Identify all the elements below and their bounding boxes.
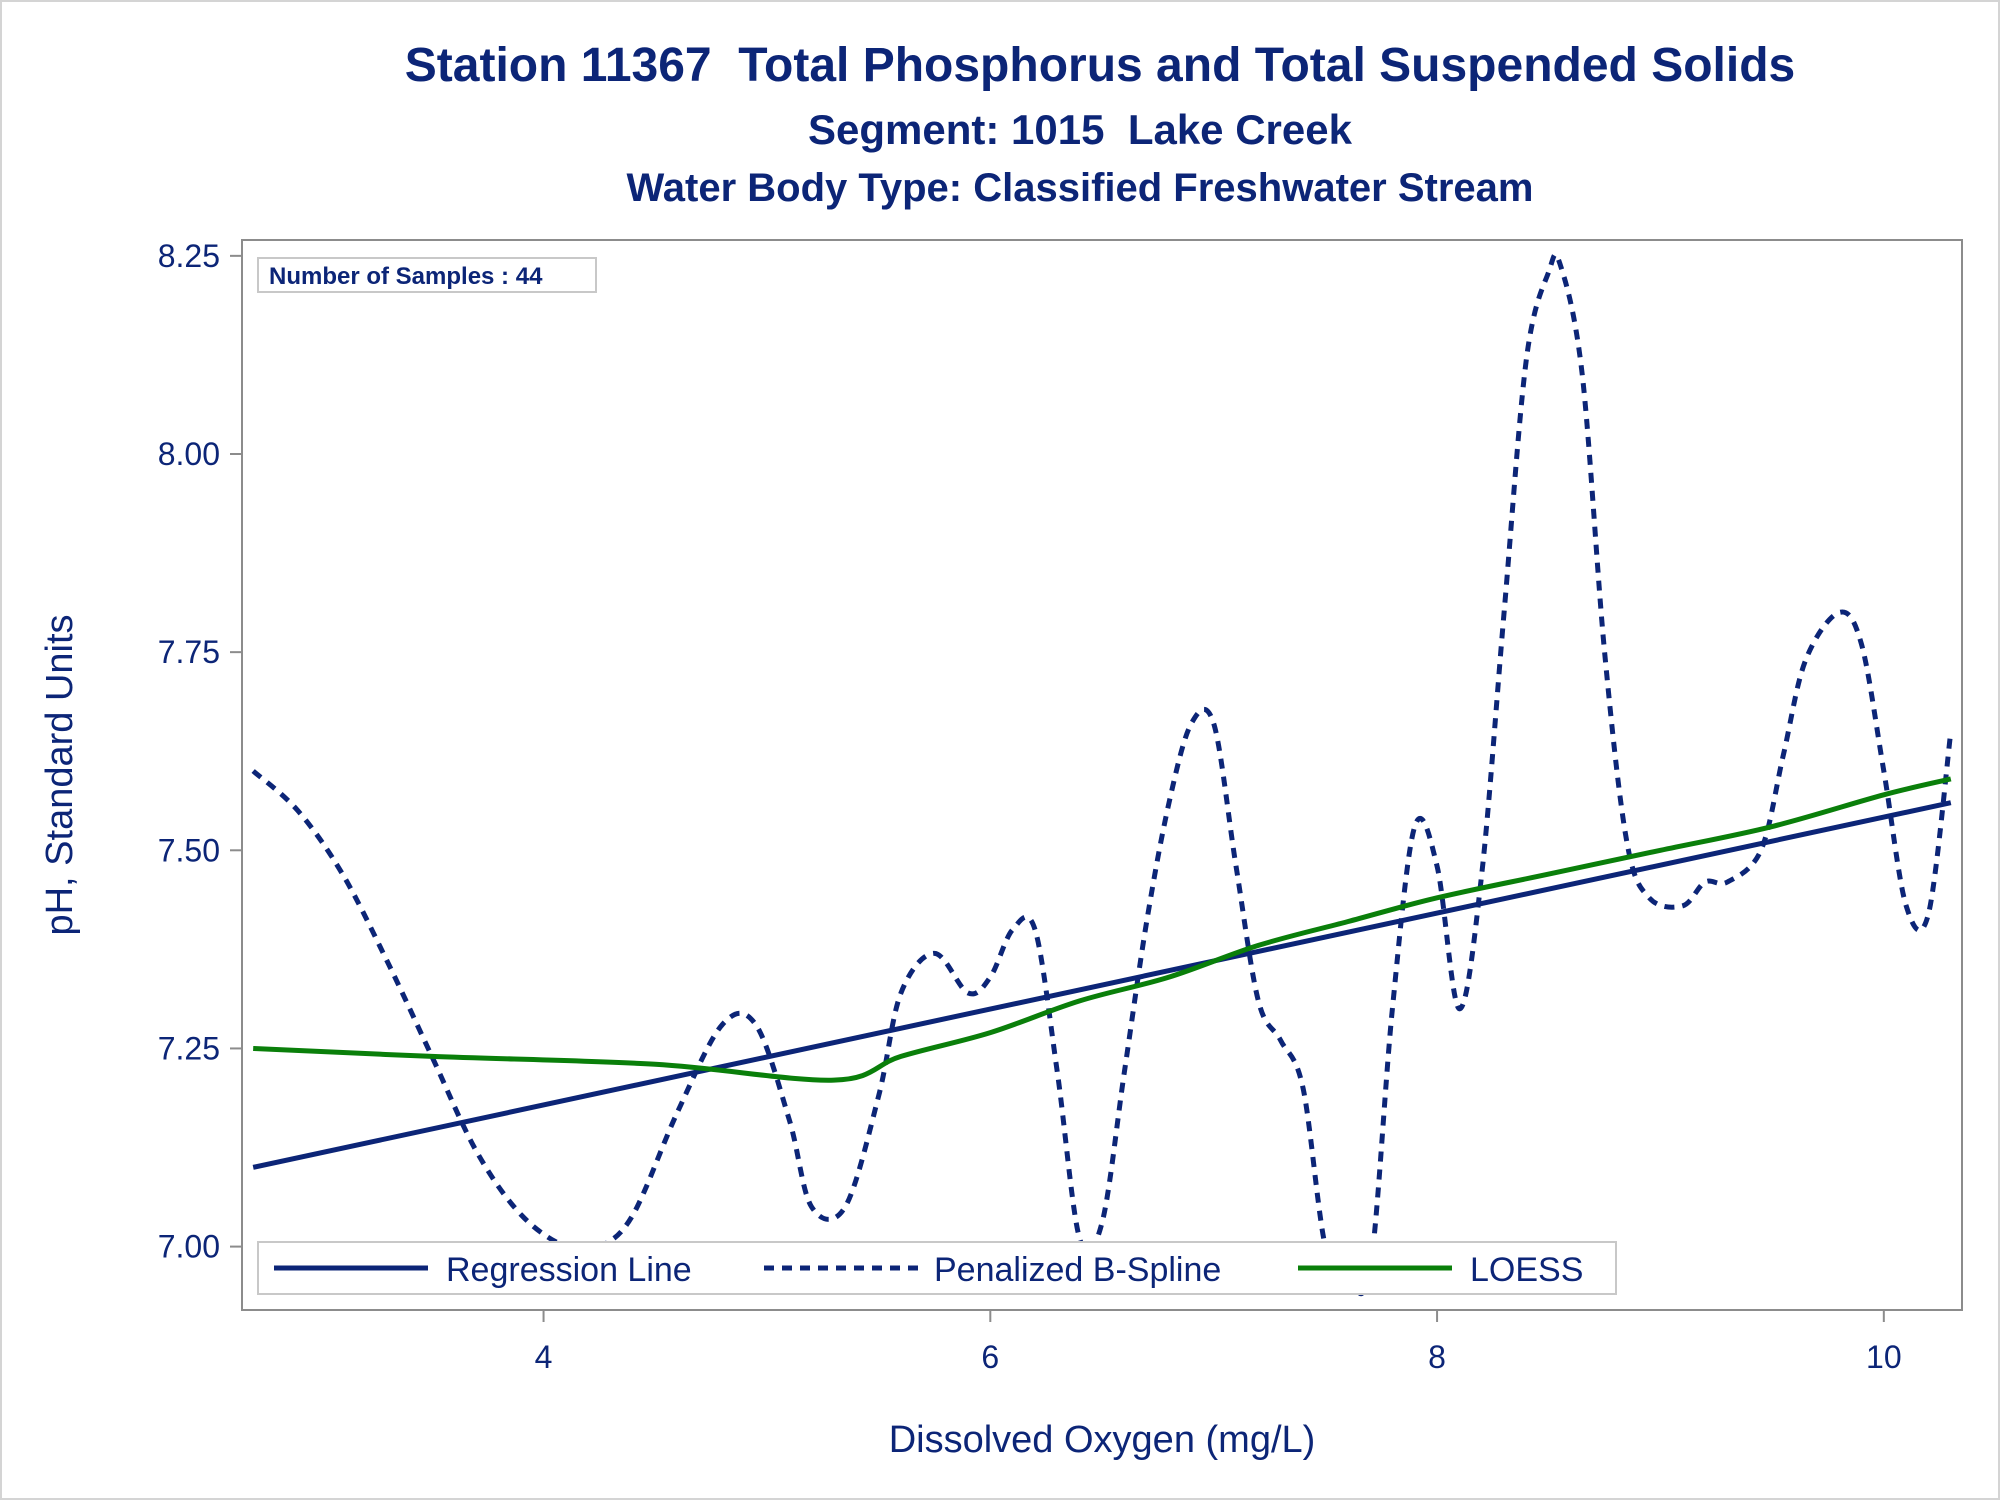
y-axis-label: pH, Standard Units	[39, 614, 81, 935]
series-loess	[253, 776, 1952, 1083]
y-tick-label: 7.50	[158, 832, 220, 868]
series-regression-line	[252, 800, 1952, 1170]
sample-count-box: Number of Samples : 44	[257, 257, 597, 293]
legend-label-loess: LOESS	[1470, 1251, 1583, 1289]
legend-label-regression: Regression Line	[446, 1251, 692, 1289]
chart-subtitle-2: Water Body Type: Classified Freshwater S…	[626, 166, 1534, 210]
y-tick-label: 8.25	[158, 238, 220, 274]
x-tick-label: 6	[981, 1339, 999, 1375]
chart-subtitle: Segment: 1015 Lake Creek	[808, 106, 1352, 153]
y-tick-label: 7.25	[158, 1030, 220, 1066]
plot-area	[241, 239, 1963, 1311]
legend-label-spline: Penalized B-Spline	[934, 1251, 1221, 1289]
y-tick-label: 8.00	[158, 436, 220, 472]
x-axis: 4 6 8 10	[535, 1310, 1902, 1375]
series-penalized-b-spline	[251, 252, 1954, 1297]
y-axis: 7.00 7.25 7.50 7.75 8.00 8.25	[158, 238, 242, 1265]
legend: Regression Line Penalized B-Spline LOESS	[257, 1241, 1617, 1295]
series-layer	[251, 252, 1954, 1297]
chart-title: Station 11367 Total Phosphorus and Total…	[404, 39, 1796, 92]
y-tick-label: 7.75	[158, 634, 220, 670]
x-axis-label: Dissolved Oxygen (mg/L)	[889, 1419, 1316, 1461]
x-tick-label: 4	[535, 1339, 553, 1375]
x-tick-label: 8	[1428, 1339, 1446, 1375]
x-tick-label: 10	[1866, 1339, 1902, 1375]
y-tick-label: 7.00	[158, 1229, 220, 1265]
sample-count-text: Number of Samples : 44	[269, 263, 543, 290]
